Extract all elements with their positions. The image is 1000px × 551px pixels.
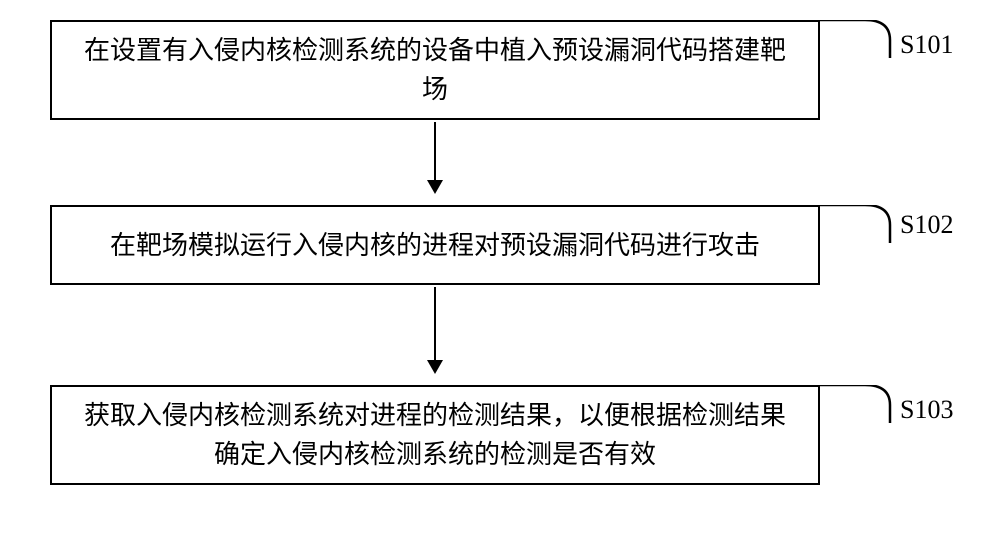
step-label-3: S103 — [900, 395, 953, 425]
step-label-2: S102 — [900, 210, 953, 240]
flowchart-container: 在设置有入侵内核检测系统的设备中植入预设漏洞代码搭建靶场 S101 在靶场模拟运… — [0, 0, 1000, 551]
step-text-2: 在靶场模拟运行入侵内核的进程对预设漏洞代码进行攻击 — [110, 226, 760, 265]
step-text-3: 获取入侵内核检测系统对进程的检测结果，以便根据检测结果确定入侵内核检测系统的检测… — [72, 396, 798, 474]
bracket-3 — [820, 385, 895, 425]
step-text-1: 在设置有入侵内核检测系统的设备中植入预设漏洞代码搭建靶场 — [72, 31, 798, 109]
bracket-1 — [820, 20, 895, 60]
bracket-2 — [820, 205, 895, 245]
arrow-2 — [434, 287, 436, 372]
step-box-1: 在设置有入侵内核检测系统的设备中植入预设漏洞代码搭建靶场 — [50, 20, 820, 120]
step-box-3: 获取入侵内核检测系统对进程的检测结果，以便根据检测结果确定入侵内核检测系统的检测… — [50, 385, 820, 485]
arrow-1 — [434, 122, 436, 192]
step-box-2: 在靶场模拟运行入侵内核的进程对预设漏洞代码进行攻击 — [50, 205, 820, 285]
step-label-1: S101 — [900, 30, 953, 60]
